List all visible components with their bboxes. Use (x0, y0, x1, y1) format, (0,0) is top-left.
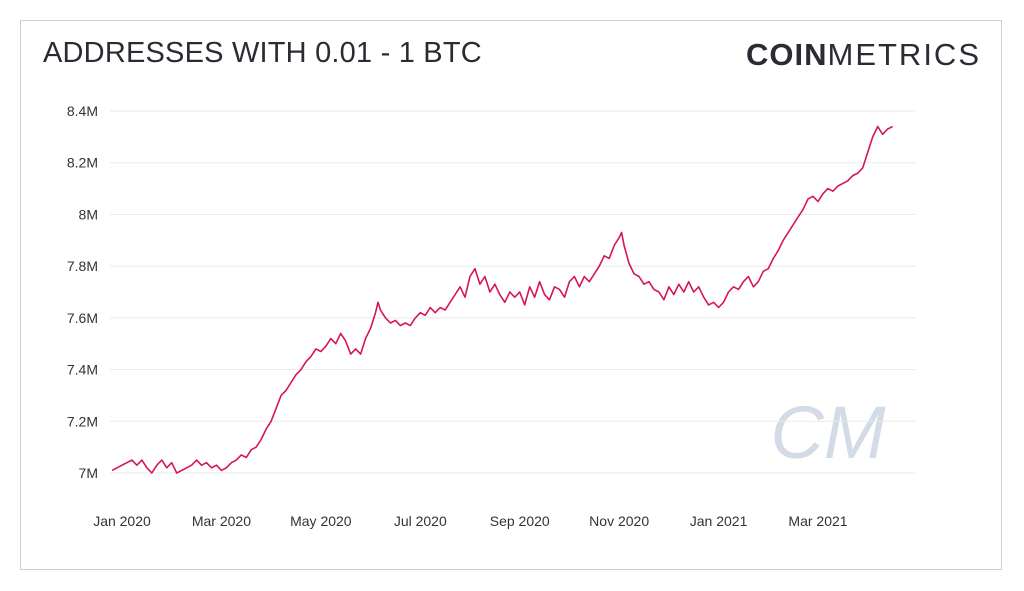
x-tick-label: Sep 2020 (490, 513, 550, 529)
y-tick-label: 7M (79, 465, 98, 481)
watermark-logo: CM (770, 391, 885, 474)
x-tick-label: May 2020 (290, 513, 352, 529)
x-tick-label: Nov 2020 (589, 513, 649, 529)
y-tick-label: 8M (79, 206, 98, 222)
brand-logo-light: METRICS (827, 37, 981, 72)
y-tick-label: 7.2M (67, 413, 98, 429)
series-line (111, 125, 893, 474)
y-tick-label: 7.8M (67, 258, 98, 274)
x-tick-label: Jul 2020 (394, 513, 447, 529)
y-tick-label: 8.2M (67, 155, 98, 171)
x-tick-label: Mar 2020 (192, 513, 251, 529)
brand-logo-bold: COIN (746, 37, 828, 72)
brand-logo: COINMETRICS (746, 37, 981, 73)
chart-card: ADDRESSES WITH 0.01 - 1 BTC COINMETRICS (20, 20, 1002, 570)
x-tick-label: Jan 2021 (690, 513, 748, 529)
chart-title: ADDRESSES WITH 0.01 - 1 BTC (43, 37, 482, 69)
x-tick-label: Jan 2020 (93, 513, 151, 529)
y-tick-label: 8.4M (67, 103, 98, 119)
x-tick-label: Mar 2021 (788, 513, 847, 529)
y-tick-label: 7.6M (67, 310, 98, 326)
y-tick-label: 7.4M (67, 362, 98, 378)
